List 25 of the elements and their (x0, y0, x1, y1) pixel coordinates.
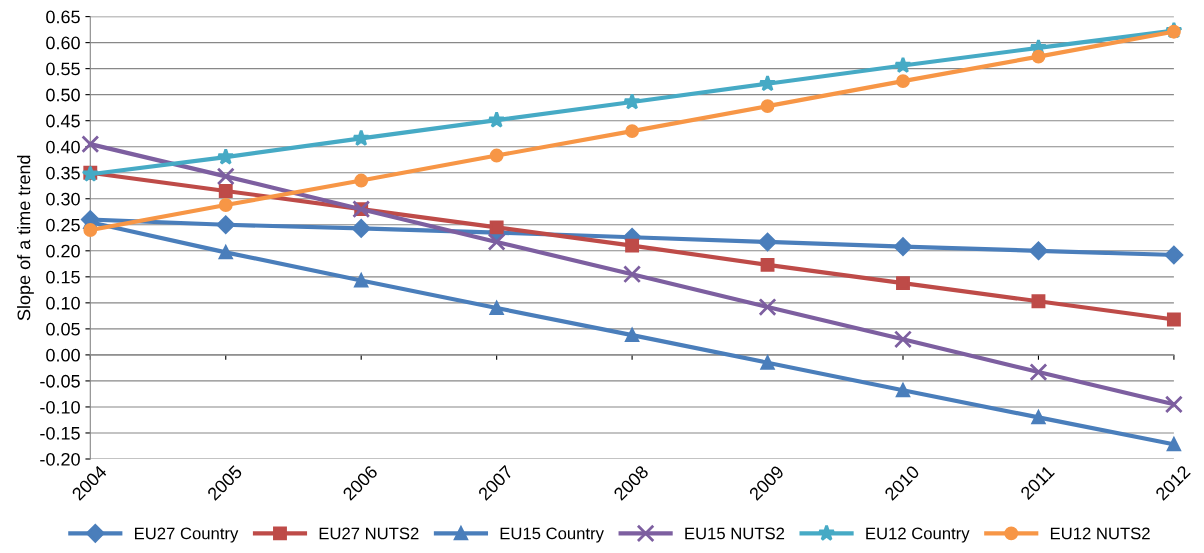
y-tick-label: 0.15 (46, 270, 80, 284)
y-tick-label: 0.60 (46, 36, 80, 50)
y-tick-label: 0.55 (46, 62, 80, 76)
y-tick-label: -0.05 (40, 374, 80, 388)
y-tick-label: 0.25 (46, 218, 80, 232)
y-axis-title: Slope of a time trend (17, 155, 34, 321)
y-tick-label: 0.10 (46, 296, 80, 310)
legend-label: EU27 Country (135, 527, 239, 543)
legend-label: EU15 Country (500, 527, 604, 543)
y-tick-label: 0.05 (46, 322, 80, 336)
y-tick-label: 0.00 (46, 348, 80, 362)
y-tick-label: 0.65 (46, 10, 80, 24)
y-tick-label: 0.45 (46, 114, 80, 128)
legend-label: EU15 NUTS2 (685, 527, 785, 540)
legend-label: EU27 NUTS2 (319, 527, 419, 540)
y-tick-label: 0.30 (46, 192, 80, 206)
legend-label: EU12 Country (866, 527, 970, 543)
y-tick-label: -0.10 (40, 400, 80, 414)
y-tick-label: 0.40 (46, 140, 80, 154)
y-tick-label: 0.20 (46, 244, 80, 258)
y-tick-label: 0.35 (46, 166, 80, 180)
y-tick-label: -0.20 (40, 452, 80, 466)
y-tick-label: 0.50 (46, 88, 80, 102)
y-tick-label: -0.15 (40, 426, 80, 440)
legend-label: EU12 NUTS2 (1050, 527, 1150, 540)
